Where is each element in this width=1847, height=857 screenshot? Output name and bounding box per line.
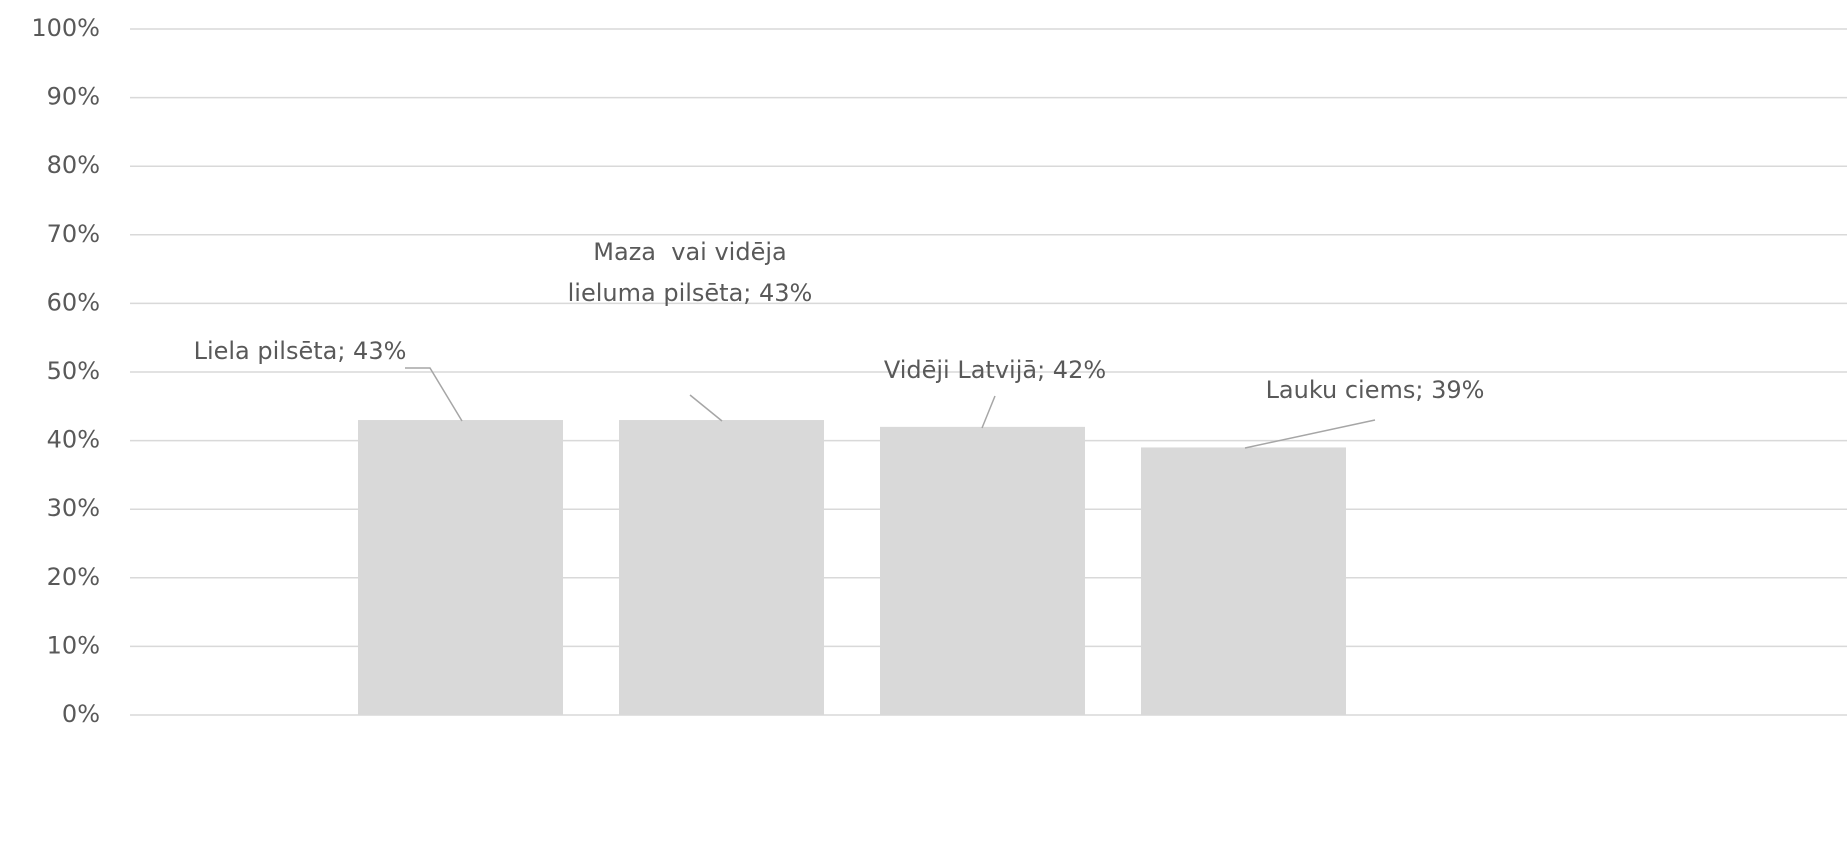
y-tick-label: 40% [47,426,100,454]
y-tick-label: 30% [47,494,100,522]
y-tick-label: 50% [47,357,100,385]
leader-line [405,367,463,422]
y-tick-label: 0% [62,700,100,728]
leader-line [981,395,996,429]
leader-line [1244,419,1376,449]
data-label: Lauku ciems; 39% [1265,376,1485,404]
y-tick-label: 70% [47,220,100,248]
y-tick-label: 100% [31,14,100,42]
data-label: Maza vai vidēja lieluma pilsēta; 43% [567,238,813,307]
data-label: Vidēji Latvijā; 42% [883,356,1107,384]
y-tick-label: 80% [47,151,100,179]
bar [619,420,824,715]
bar [1141,447,1346,715]
y-tick-label: 20% [47,563,100,591]
bar [358,420,563,715]
bar [880,426,1085,715]
y-tick-label: 60% [47,288,100,316]
y-tick-label: 90% [47,83,100,111]
y-tick-label: 10% [47,631,100,659]
data-label: Liela pilsēta; 43% [193,337,407,365]
leader-line [689,394,723,422]
